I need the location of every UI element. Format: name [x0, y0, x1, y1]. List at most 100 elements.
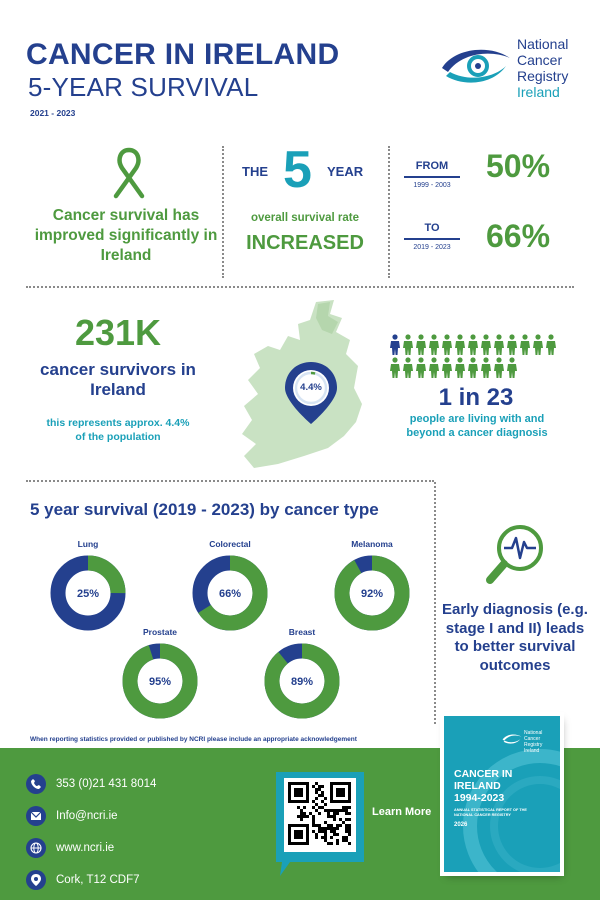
map-pin-value: 4.4%: [300, 382, 322, 393]
donut-label: Colorectal: [209, 539, 251, 549]
divider: [222, 146, 224, 278]
from-label: FROM: [404, 160, 460, 178]
email-text: Info@ncri.ie: [56, 810, 118, 822]
cover-subtitle: ANNUAL STATISTICAL REPORT OF THE NATIONA…: [454, 808, 527, 817]
map-pin-icon: [285, 362, 337, 424]
location-pin-icon: [26, 870, 46, 890]
contact-phone[interactable]: 353 (0)21 431 8014: [26, 774, 156, 794]
from-period: 1999 - 2003: [413, 182, 451, 189]
early-diagnosis-text: Early diagnosis (e.g. stage I and II) le…: [442, 601, 588, 674]
learn-more-link[interactable]: Learn More: [372, 806, 432, 818]
cover-logo-icon: [502, 734, 522, 744]
donut-label: Breast: [288, 627, 316, 637]
person-icon: [494, 334, 504, 355]
magnifier-heartbeat-icon: [486, 525, 543, 584]
person-icon: [468, 334, 478, 355]
donut-value-label: 92%: [361, 588, 383, 600]
logo-line-registry: Registry: [517, 68, 569, 84]
person-icon: [481, 357, 491, 378]
donut-label: Lung: [77, 539, 99, 549]
address-text: Cork, T12 CDF7: [56, 874, 140, 886]
person-icon: [481, 334, 491, 355]
divider: [434, 482, 436, 724]
person-icon: [429, 334, 439, 355]
survivors-number: 231K: [74, 312, 162, 353]
to-label: TO: [404, 222, 460, 240]
logo-line-national: National: [517, 36, 569, 52]
increased-label: INCREASED: [246, 232, 364, 254]
period-label: 2021 - 2023: [30, 108, 76, 118]
person-icon-highlighted: [390, 334, 400, 355]
the-label: THE: [242, 164, 268, 179]
donut-ring: 92%: [334, 555, 410, 631]
qr-code-badge[interactable]: [276, 772, 364, 878]
logo-line-ireland: Ireland: [517, 84, 560, 100]
page-subtitle: 5-YEAR SURVIVAL: [28, 72, 259, 102]
person-icon: [494, 357, 504, 378]
divider: [388, 146, 390, 278]
map-pin: 4.4%: [283, 360, 339, 431]
ncri-eye-logo-icon: [442, 49, 510, 83]
email-icon: [26, 806, 46, 826]
person-icon: [455, 334, 465, 355]
donut-ring: 25%: [50, 555, 126, 631]
qr-pattern: [288, 782, 351, 845]
cover-logo-line: Registry: [524, 742, 543, 748]
cover-title-line: 1994-2023: [454, 792, 505, 804]
person-icon: [416, 357, 426, 378]
report-cover[interactable]: National Cancer Registry Ireland CANCER …: [444, 716, 560, 872]
donut-label: Prostate: [142, 627, 177, 637]
person-icon: [403, 357, 413, 378]
person-icon: [455, 357, 465, 378]
to-period: 2019 - 2023: [413, 244, 451, 251]
donut-ring: 95%: [122, 643, 198, 719]
donut-survival-segment: [122, 643, 198, 719]
people-grid: [390, 334, 566, 378]
to-value: 66%: [486, 218, 551, 254]
phone-icon: [26, 774, 46, 794]
ncri-logo: National Cancer Registry Ireland: [440, 36, 580, 116]
cover-swirl-icon: [463, 749, 560, 872]
person-icon: [403, 334, 413, 355]
donut-survival-segment: [50, 555, 126, 631]
logo-line-cancer: Cancer: [517, 52, 563, 68]
person-icon: [442, 334, 452, 355]
section-divider: [26, 286, 574, 288]
donut-melanoma: Melanoma 92%: [332, 539, 412, 638]
contact-website[interactable]: www.ncri.ie: [26, 838, 156, 858]
cancer-type-title: 5 year survival (2019 - 2023) by cancer …: [30, 500, 379, 519]
cover-title-line: CANCER IN: [454, 768, 513, 780]
person-icon: [507, 334, 517, 355]
acknowledgement-text: When reporting statistics provided or pu…: [30, 736, 357, 743]
to-block: TO 2019 - 2023: [404, 222, 460, 251]
person-icon: [416, 334, 426, 355]
year-label: YEAR: [327, 164, 364, 179]
donut-ring: 89%: [264, 643, 340, 719]
donut-survival-segment: [264, 643, 340, 719]
cover-logo-line: National: [524, 730, 543, 736]
cover-year: 2026: [454, 822, 468, 828]
person-icon: [442, 357, 452, 378]
cover-logo-line: Cancer: [524, 736, 541, 742]
cover-title-line: IRELAND: [454, 780, 501, 792]
donut-prostate: Prostate 95%: [120, 627, 200, 726]
donut-label: Melanoma: [351, 539, 393, 549]
donut-value-label: 89%: [291, 676, 313, 688]
donut-value-label: 95%: [149, 676, 171, 688]
represents-text: this represents approx. 4.4% of the popu…: [46, 417, 190, 443]
contact-address: Cork, T12 CDF7: [26, 870, 156, 890]
awareness-ribbon-icon: [113, 147, 145, 199]
person-icon: [507, 357, 517, 378]
survivors-label: cancer survivors in Ireland: [40, 360, 196, 399]
ratio-text: 1 in 23: [438, 384, 514, 411]
qr-code-icon[interactable]: [288, 782, 352, 848]
from-value: 50%: [486, 148, 551, 184]
contact-email[interactable]: Info@ncri.ie: [26, 806, 156, 826]
cover-logo-line: Ireland: [524, 748, 540, 754]
person-icon: [468, 357, 478, 378]
donut-ring: 66%: [192, 555, 268, 631]
overall-label: overall survival rate: [250, 212, 360, 224]
globe-icon: [26, 838, 46, 858]
donut-colorectal: Colorectal 66%: [190, 539, 270, 638]
person-icon: [429, 357, 439, 378]
